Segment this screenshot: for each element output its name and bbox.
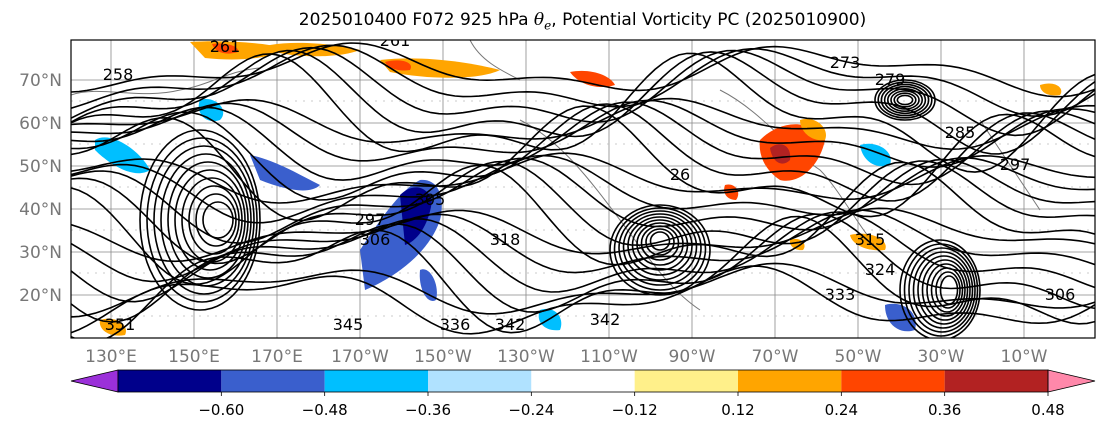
colorbar-segment — [634, 370, 738, 392]
title-suffix: , Potential Vorticity PC (2025010900) — [551, 10, 867, 30]
colorbar-segment — [324, 370, 428, 392]
colorbar-max-extend — [1047, 369, 1096, 393]
pv-positive-shading — [99, 41, 1062, 336]
colorbar-segment — [118, 370, 222, 392]
contour-label: 279 — [875, 70, 906, 89]
contour-labels: 261 261 258 297 305 306 318 26 285 279 273 297 324 33… — [103, 31, 1076, 334]
contour-label: 306 — [360, 230, 391, 249]
theta-e-contours — [71, 42, 1095, 338]
latitude-labels: 70°N 60°N 50°N 40°N 30°N 20°N — [19, 71, 62, 306]
lon-label: 70°W — [752, 347, 799, 367]
lat-label: 60°N — [19, 114, 62, 134]
contour-label: 342 — [495, 315, 526, 334]
contour-label: 333 — [825, 285, 856, 304]
colorbar-tick-label: 0.36 — [928, 401, 961, 419]
contour-label: 297 — [1000, 155, 1031, 174]
colorbar-frame — [117, 369, 1049, 393]
colorbar-segment — [428, 370, 532, 392]
longitude-labels: 130°E 150°E 170°E 170°W 150°W 130°W 110°W 90°W 7… — [85, 347, 1048, 367]
lon-label: 130°E — [85, 347, 137, 367]
colorbar-segment — [531, 370, 635, 392]
colorbar: −0.60 −0.48 −0.36 −0.24 −0.12 0.12 0.24 0.36 0.4… — [70, 369, 1096, 419]
contour-label: 336 — [440, 315, 471, 334]
lat-label: 50°N — [19, 157, 62, 177]
colorbar-tick-label: −0.12 — [612, 401, 658, 419]
map-content: 261 261 258 297 305 306 318 26 285 279 273 297 324 33… — [71, 31, 1095, 338]
lon-label: 50°W — [835, 347, 882, 367]
chart-title: 2025010400 F072 925 hPa θe, Potential Vo… — [0, 10, 1105, 32]
lon-label: 10°W — [1001, 347, 1048, 367]
colorbar-tick-label: −0.36 — [405, 401, 451, 419]
lon-label: 150°E — [168, 347, 220, 367]
lon-label: 110°W — [580, 347, 638, 367]
lon-label: 170°E — [251, 347, 303, 367]
colorbar-tick-label: −0.60 — [198, 401, 244, 419]
colorbar-tick-label: −0.24 — [508, 401, 554, 419]
lat-label: 20°N — [19, 286, 62, 306]
colorbar-segment — [944, 370, 1048, 392]
lon-label: 170°W — [331, 347, 389, 367]
contour-label: 315 — [855, 230, 886, 249]
theta-symbol: θ — [533, 10, 545, 30]
contour-label: 26 — [670, 165, 690, 184]
colorbar-tick-label: 0.12 — [721, 401, 754, 419]
lon-label: 150°W — [414, 347, 472, 367]
contour-label: 342 — [590, 310, 621, 329]
lat-label: 30°N — [19, 243, 62, 263]
title-prefix: 2025010400 F072 925 hPa — [298, 10, 534, 30]
lon-label: 130°W — [497, 347, 555, 367]
contour-label: 261 — [210, 37, 241, 56]
colorbar-tick-label: −0.48 — [302, 401, 348, 419]
theta-subscript: e — [544, 18, 552, 33]
colorbar-tick-label: 0.24 — [825, 401, 858, 419]
lat-label: 40°N — [19, 200, 62, 220]
contour-label: 285 — [945, 123, 976, 142]
contour-label: 324 — [865, 260, 896, 279]
contour-label: 306 — [1045, 285, 1076, 304]
contour-label: 345 — [333, 315, 364, 334]
contour-label: 318 — [490, 230, 521, 249]
lon-label: 30°W — [918, 347, 965, 367]
contour-label: 258 — [103, 65, 134, 84]
contour-label: 305 — [415, 190, 446, 209]
colorbar-segment — [221, 370, 325, 392]
colorbar-segment — [841, 370, 945, 392]
lon-label: 90°W — [669, 347, 716, 367]
contour-label: 273 — [830, 53, 861, 72]
contour-label: 351 — [105, 315, 136, 334]
colorbar-tick-label: 0.48 — [1031, 401, 1064, 419]
colorbar-segment — [738, 370, 842, 392]
contour-label: 261 — [380, 31, 411, 50]
colorbar-min-extend — [70, 369, 119, 393]
map-frame — [70, 39, 1096, 339]
contour-label: 297 — [355, 210, 386, 229]
lat-label: 70°N — [19, 71, 62, 91]
